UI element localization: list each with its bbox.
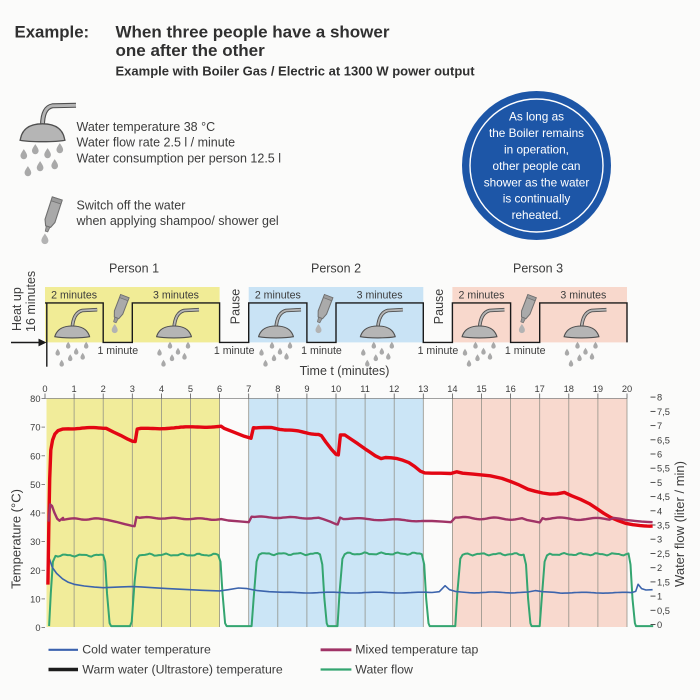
svg-text:20: 20 <box>622 384 632 394</box>
svg-text:one after the other: one after the other <box>116 41 266 60</box>
svg-text:5: 5 <box>657 478 662 488</box>
svg-text:8: 8 <box>275 384 280 394</box>
svg-text:19: 19 <box>593 384 603 394</box>
svg-text:6: 6 <box>657 450 662 460</box>
svg-text:Example:: Example: <box>15 23 90 42</box>
svg-text:in operation,: in operation, <box>504 143 569 157</box>
svg-text:1 minute: 1 minute <box>505 345 546 357</box>
svg-text:Switch off the water: Switch off the water <box>77 199 186 213</box>
svg-text:70: 70 <box>30 423 40 433</box>
svg-text:4: 4 <box>657 506 662 516</box>
svg-text:2,5: 2,5 <box>657 549 670 559</box>
svg-text:4,5: 4,5 <box>657 492 670 502</box>
svg-text:2 minutes: 2 minutes <box>255 290 301 302</box>
svg-text:Mixed temperature tap: Mixed temperature tap <box>355 643 478 657</box>
svg-text:4: 4 <box>159 384 164 394</box>
svg-text:As long as: As long as <box>509 110 564 124</box>
svg-text:15: 15 <box>476 384 486 394</box>
svg-text:Example with Boiler Gas / Elec: Example with Boiler Gas / Electric at 13… <box>116 64 476 79</box>
svg-text:10: 10 <box>30 594 40 604</box>
svg-text:60: 60 <box>30 451 40 461</box>
svg-text:6: 6 <box>217 384 222 394</box>
svg-text:Cold water temperature: Cold water temperature <box>82 643 211 657</box>
svg-text:Time t (minutes): Time t (minutes) <box>300 364 390 378</box>
svg-text:7,5: 7,5 <box>657 407 670 417</box>
svg-text:Pause: Pause <box>432 289 446 324</box>
svg-text:shower as the water: shower as the water <box>484 175 590 189</box>
svg-text:12: 12 <box>389 384 399 394</box>
svg-text:Water consumption per person 1: Water consumption per person 12.5 l <box>77 151 282 165</box>
svg-text:Heat up: Heat up <box>10 287 24 331</box>
svg-text:14: 14 <box>447 384 457 394</box>
svg-text:1: 1 <box>72 384 77 394</box>
svg-text:0: 0 <box>35 623 40 633</box>
svg-text:other people can: other people can <box>493 159 581 173</box>
svg-text:0: 0 <box>42 384 47 394</box>
svg-text:when applying shampoo/ shower: when applying shampoo/ shower gel <box>76 214 279 228</box>
svg-text:1,5: 1,5 <box>657 577 670 587</box>
svg-text:7: 7 <box>657 421 662 431</box>
svg-text:5: 5 <box>188 384 193 394</box>
svg-text:17: 17 <box>535 384 545 394</box>
svg-text:2 minutes: 2 minutes <box>459 290 505 302</box>
svg-text:3: 3 <box>130 384 135 394</box>
svg-text:9: 9 <box>304 384 309 394</box>
svg-text:18: 18 <box>564 384 574 394</box>
svg-text:11: 11 <box>360 384 370 394</box>
svg-text:1 minute: 1 minute <box>301 345 342 357</box>
svg-text:1: 1 <box>657 592 662 602</box>
svg-text:Warm water (Ultrastore) temper: Warm water (Ultrastore) temperature <box>82 662 283 676</box>
svg-text:3: 3 <box>657 535 662 545</box>
svg-text:3 minutes: 3 minutes <box>153 290 199 302</box>
svg-text:Water flow rate 2.5 l / minute: Water flow rate 2.5 l / minute <box>77 136 236 150</box>
svg-text:10: 10 <box>331 384 341 394</box>
svg-text:Person 3: Person 3 <box>513 262 563 276</box>
svg-text:50: 50 <box>30 480 40 490</box>
svg-text:Water flow (liter / min): Water flow (liter / min) <box>672 461 687 587</box>
svg-text:Water flow: Water flow <box>355 662 413 676</box>
svg-text:Person 1: Person 1 <box>109 262 159 276</box>
svg-text:2: 2 <box>101 384 106 394</box>
svg-text:80: 80 <box>30 394 40 404</box>
svg-text:1 minute: 1 minute <box>418 345 459 357</box>
svg-text:13: 13 <box>418 384 428 394</box>
svg-text:Pause: Pause <box>229 289 243 324</box>
svg-text:reheated.: reheated. <box>512 208 562 222</box>
svg-text:30: 30 <box>30 537 40 547</box>
svg-text:Water temperature 38 °C: Water temperature 38 °C <box>77 120 216 134</box>
svg-text:0: 0 <box>657 620 662 630</box>
svg-text:3 minutes: 3 minutes <box>357 290 403 302</box>
svg-text:7: 7 <box>246 384 251 394</box>
svg-text:Temperature (°C): Temperature (°C) <box>9 489 24 589</box>
svg-text:is continually: is continually <box>503 192 571 206</box>
svg-text:2: 2 <box>657 563 662 573</box>
svg-text:16 minutes: 16 minutes <box>24 271 38 332</box>
svg-text:5,5: 5,5 <box>657 464 670 474</box>
svg-text:3,5: 3,5 <box>657 521 670 531</box>
svg-text:When three people have a showe: When three people have a shower <box>116 23 390 42</box>
svg-text:0,5: 0,5 <box>657 606 670 616</box>
svg-text:Person 2: Person 2 <box>311 262 361 276</box>
svg-text:the Boiler remains: the Boiler remains <box>489 126 584 140</box>
svg-text:16: 16 <box>505 384 515 394</box>
svg-text:1 minute: 1 minute <box>97 345 138 357</box>
svg-text:2 minutes: 2 minutes <box>51 290 97 302</box>
svg-text:8: 8 <box>657 393 662 403</box>
svg-text:3 minutes: 3 minutes <box>560 290 606 302</box>
svg-text:6,5: 6,5 <box>657 435 670 445</box>
svg-text:40: 40 <box>30 509 40 519</box>
svg-text:1 minute: 1 minute <box>214 345 255 357</box>
svg-text:20: 20 <box>30 566 40 576</box>
